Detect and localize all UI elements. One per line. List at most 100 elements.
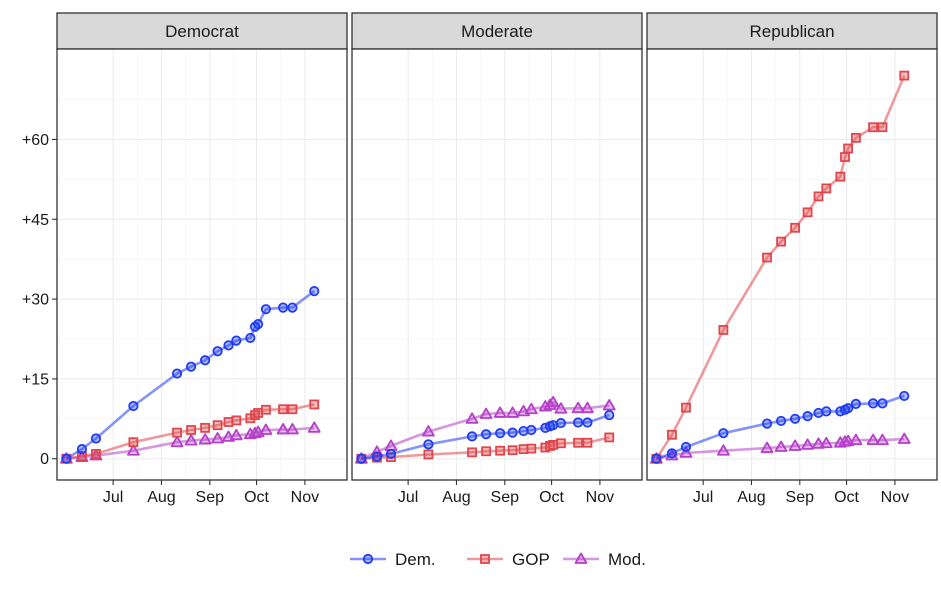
panel-title: Democrat (165, 22, 239, 41)
x-axis: Jul Aug Sep Oct Nov (103, 480, 319, 506)
data-point (76, 444, 88, 455)
data-point (223, 340, 234, 351)
data-point (276, 423, 290, 435)
data-point (198, 433, 212, 445)
series-mod (59, 421, 321, 464)
data-point (775, 415, 787, 427)
data-point (572, 417, 584, 428)
y-tick-label: +30 (22, 292, 49, 309)
data-point (546, 395, 560, 408)
data-point (385, 448, 397, 460)
plot-background (647, 49, 937, 480)
x-tick-label: Jul (398, 489, 418, 506)
series-line (656, 437, 905, 460)
data-point (423, 449, 434, 460)
series-dem (651, 390, 910, 464)
panel-border (351, 48, 643, 481)
data-point (554, 402, 568, 414)
data-point (718, 325, 729, 335)
data-point (548, 439, 559, 450)
data-point (602, 399, 616, 411)
data-point (790, 413, 801, 424)
data-point (261, 404, 271, 415)
x-tick-label: Sep (491, 489, 520, 506)
y-axis: 0 +15 +30 +45 +60 (22, 132, 57, 468)
data-point (866, 433, 880, 445)
legend-key-marker (480, 554, 490, 564)
series-dem (61, 286, 320, 464)
legend-item: GOP (467, 550, 550, 569)
legend: Dem. GOP Mod. (350, 550, 646, 569)
data-point (171, 368, 183, 379)
plot-background (57, 49, 347, 480)
data-point (184, 434, 198, 446)
panel-strip (351, 12, 643, 50)
series-line (66, 426, 315, 460)
data-point (172, 427, 182, 438)
data-point (309, 399, 320, 410)
x-tick-label: Aug (442, 489, 470, 506)
data-point (899, 390, 910, 402)
data-point (851, 132, 861, 143)
data-point (819, 436, 833, 449)
data-point (877, 398, 888, 409)
data-point (604, 432, 615, 443)
data-point (309, 286, 320, 297)
data-point (835, 171, 846, 182)
data-point (821, 183, 832, 194)
data-point (802, 207, 813, 218)
series-gop (651, 70, 910, 464)
data-point (126, 444, 140, 456)
data-point (776, 236, 786, 247)
series-line (361, 436, 610, 460)
data-point (287, 302, 298, 313)
x-tick-label: Sep (196, 489, 225, 506)
data-point (760, 441, 774, 453)
data-point (229, 428, 243, 441)
panel-moderate: Moderate Jul Aug Sep Oct Nov (351, 12, 643, 506)
data-point (128, 437, 139, 448)
data-point (821, 406, 832, 417)
data-point (231, 415, 242, 426)
data-point (128, 400, 139, 412)
legend-item: Mod. (563, 550, 646, 569)
series-line (655, 394, 905, 460)
data-point (813, 191, 824, 202)
data-point (802, 411, 813, 422)
legend-item: Dem. (350, 550, 436, 569)
data-point (61, 453, 72, 464)
data-point (186, 425, 196, 435)
data-point (868, 122, 878, 133)
data-point (90, 433, 102, 444)
data-point (666, 448, 678, 459)
data-point (286, 423, 299, 435)
data-point (91, 449, 101, 459)
data-point (716, 444, 730, 456)
data-point (506, 406, 519, 418)
data-point (840, 152, 850, 162)
data-point (604, 409, 615, 421)
data-point (680, 441, 692, 453)
data-point (507, 445, 518, 456)
data-point (507, 427, 518, 438)
data-point (897, 432, 911, 444)
data-point (200, 355, 211, 366)
data-point (200, 422, 211, 433)
data-point (571, 401, 585, 414)
x-tick-label: Aug (737, 489, 765, 506)
data-point (867, 398, 879, 409)
data-point (479, 407, 493, 419)
data-point (253, 318, 264, 330)
data-point (495, 428, 506, 439)
panel-republican: Republican Jul Aug Sep Oct Nov (646, 12, 938, 506)
data-point (170, 435, 184, 448)
series-dem (356, 409, 615, 464)
data-point (899, 70, 910, 81)
data-point (762, 252, 772, 263)
data-point (481, 446, 491, 457)
data-point (211, 432, 224, 444)
panel-strip (56, 12, 348, 50)
data-point (761, 418, 773, 429)
data-point (843, 143, 854, 154)
